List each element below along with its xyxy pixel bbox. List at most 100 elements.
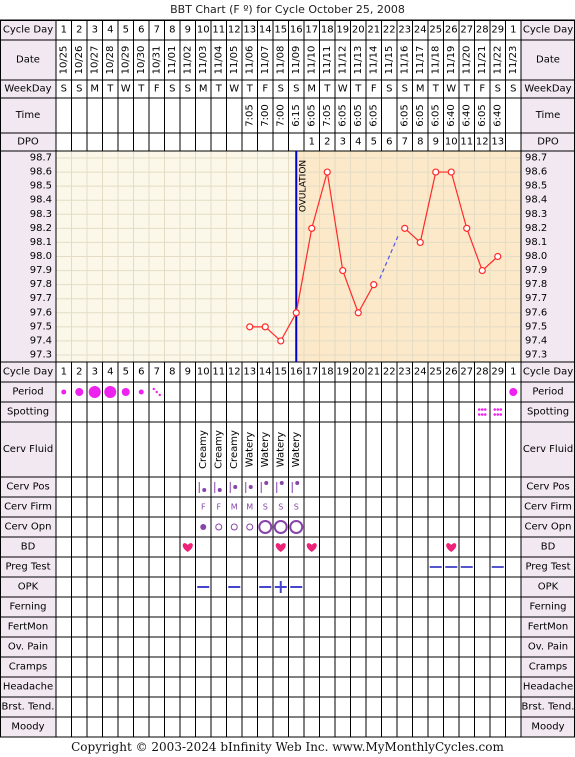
row-label-ferning-left: Ferning	[9, 602, 46, 613]
date-cell: 11/07	[260, 46, 271, 75]
row-label-cycle-day-left: Cycle Day	[3, 367, 53, 378]
temp-tick-label-right: 97.3	[525, 350, 547, 361]
cerv-firm-cell: M	[231, 503, 238, 512]
weekday-cell: S	[510, 84, 516, 95]
cycle-day-number: 9	[185, 25, 191, 36]
dpo-cell: 9	[433, 137, 439, 148]
row-label-cerv-opn-left: Cerv Opn	[5, 522, 52, 533]
cycle-day-number: 16	[290, 367, 303, 378]
temp-tick-label-left: 98.7	[30, 153, 52, 164]
time-cell: 7:05	[244, 104, 255, 126]
temp-tick-label-right: 98.1	[525, 237, 547, 248]
dpo-cell: 12	[476, 137, 489, 148]
temp-point	[354, 309, 362, 317]
cycle-day-number: 18	[321, 25, 334, 36]
cycle-day-number: 14	[259, 367, 272, 378]
temp-point	[478, 266, 486, 275]
weekday-cell: M	[90, 84, 99, 95]
spotting-dot	[493, 413, 497, 416]
date-cell: 10/28	[105, 46, 116, 75]
row-label-time-right: Time	[535, 110, 560, 121]
cerv-opn-open	[273, 520, 288, 534]
cycle-day-number: 10	[197, 367, 210, 378]
time-cell: 6:15	[291, 104, 302, 126]
row-label-weekday-right: WeekDay	[524, 84, 571, 95]
cycle-day-number: 29	[491, 25, 504, 36]
weekday-cell: M	[307, 84, 316, 95]
weekday-cell: M	[199, 84, 208, 95]
row-label-brst-tend-right: Brst. Tend.	[522, 702, 575, 713]
row-label-cycle-day-right: Cycle Day	[523, 367, 573, 378]
time-cell: 6:05	[368, 104, 379, 126]
date-cell: 11/14	[368, 46, 379, 75]
cycle-day-number: 24	[414, 367, 427, 378]
weekday-cell: T	[215, 84, 223, 95]
row-label-ferning-right: Ferning	[529, 602, 566, 613]
cycle-day-number: 4	[107, 367, 113, 378]
bbt-chart: Cycle Day Cycle Day Date Date WeekDay WeekDay…	[0, 19, 575, 738]
cycle-day-number: 15	[274, 25, 287, 36]
date-cell: 11/11	[322, 46, 333, 75]
date-cell: 10/25	[58, 46, 69, 75]
date-cell: 11/08	[275, 46, 286, 75]
cycle-day-number: 19	[336, 367, 349, 378]
temp-tick-label-right: 98.6	[525, 167, 547, 178]
row-label-bd-left: BD	[21, 542, 36, 553]
temp-tick-label-right: 97.6	[525, 307, 547, 318]
weekday-cell: T	[432, 84, 440, 95]
period-dot-large	[88, 386, 101, 398]
cycle-day-number: 26	[445, 367, 458, 378]
cycle-day-number: 22	[383, 25, 396, 36]
weekday-cell: T	[106, 84, 114, 95]
temp-point	[339, 266, 347, 275]
cerv-pos-marker-dot	[279, 481, 284, 485]
date-cell: 11/06	[244, 46, 255, 75]
cycle-day-number: 19	[336, 25, 349, 36]
cycle-day-number: 1	[61, 25, 67, 36]
weekday-cell: S	[278, 84, 284, 95]
temp-tick-label-left: 98.4	[30, 195, 52, 206]
cerv-fluid-cell: Watery	[291, 432, 302, 468]
weekday-cell: W	[338, 84, 348, 95]
date-cell: 10/30	[136, 46, 147, 75]
temp-tick-label-right: 98.2	[525, 223, 547, 234]
date-cell: 11/16	[399, 46, 410, 75]
weekday-cell: S	[495, 84, 501, 95]
dpo-cell: 4	[355, 137, 361, 148]
cycle-day-number: 21	[367, 367, 380, 378]
weekday-cell: W	[446, 84, 456, 95]
weekday-cell: M	[416, 84, 425, 95]
row-label-headache-left: Headache	[3, 682, 53, 693]
row-label-weekday-left: WeekDay	[4, 84, 51, 95]
row-label-cerv-pos-left: Cerv Pos	[6, 482, 49, 493]
row-label-cerv-firm-right: Cerv Firm	[524, 502, 572, 513]
cerv-opn-closed	[200, 524, 207, 530]
date-cell: 11/01	[167, 46, 178, 75]
period-spotting-dot	[155, 390, 158, 394]
time-cell: 6:40	[461, 104, 472, 126]
row-label-moody-left: Moody	[11, 722, 44, 733]
cycle-day-number: 8	[169, 25, 175, 36]
cycle-day-number: 6	[138, 25, 144, 36]
row-label-fertmon-left: FertMon	[8, 622, 48, 633]
date-cell: 11/03	[198, 46, 209, 75]
temp-tick-label-left: 98.5	[30, 181, 52, 192]
dpo-cell: 2	[324, 137, 330, 148]
cycle-day-number: 11	[212, 367, 225, 378]
cycle-day-number: 20	[352, 25, 365, 36]
cycle-day-number: 27	[460, 367, 473, 378]
spotting-dot	[496, 408, 500, 411]
temp-tick-label-right: 98.5	[525, 181, 547, 192]
temp-tick-label-right: 98.3	[525, 209, 547, 220]
temp-tick-label-left: 97.4	[30, 335, 52, 346]
cycle-day-number: 5	[123, 25, 129, 36]
cycle-day-number: 29	[491, 367, 504, 378]
weekday-cell: W	[229, 84, 239, 95]
row-label-preg-test-left: Preg Test	[5, 562, 50, 573]
temp-tick-label-right: 97.9	[525, 265, 547, 276]
temp-point	[308, 224, 316, 232]
dpo-cell: 8	[417, 137, 423, 148]
cerv-pos-marker-dot	[233, 485, 238, 489]
date-cell: 11/15	[384, 46, 395, 75]
